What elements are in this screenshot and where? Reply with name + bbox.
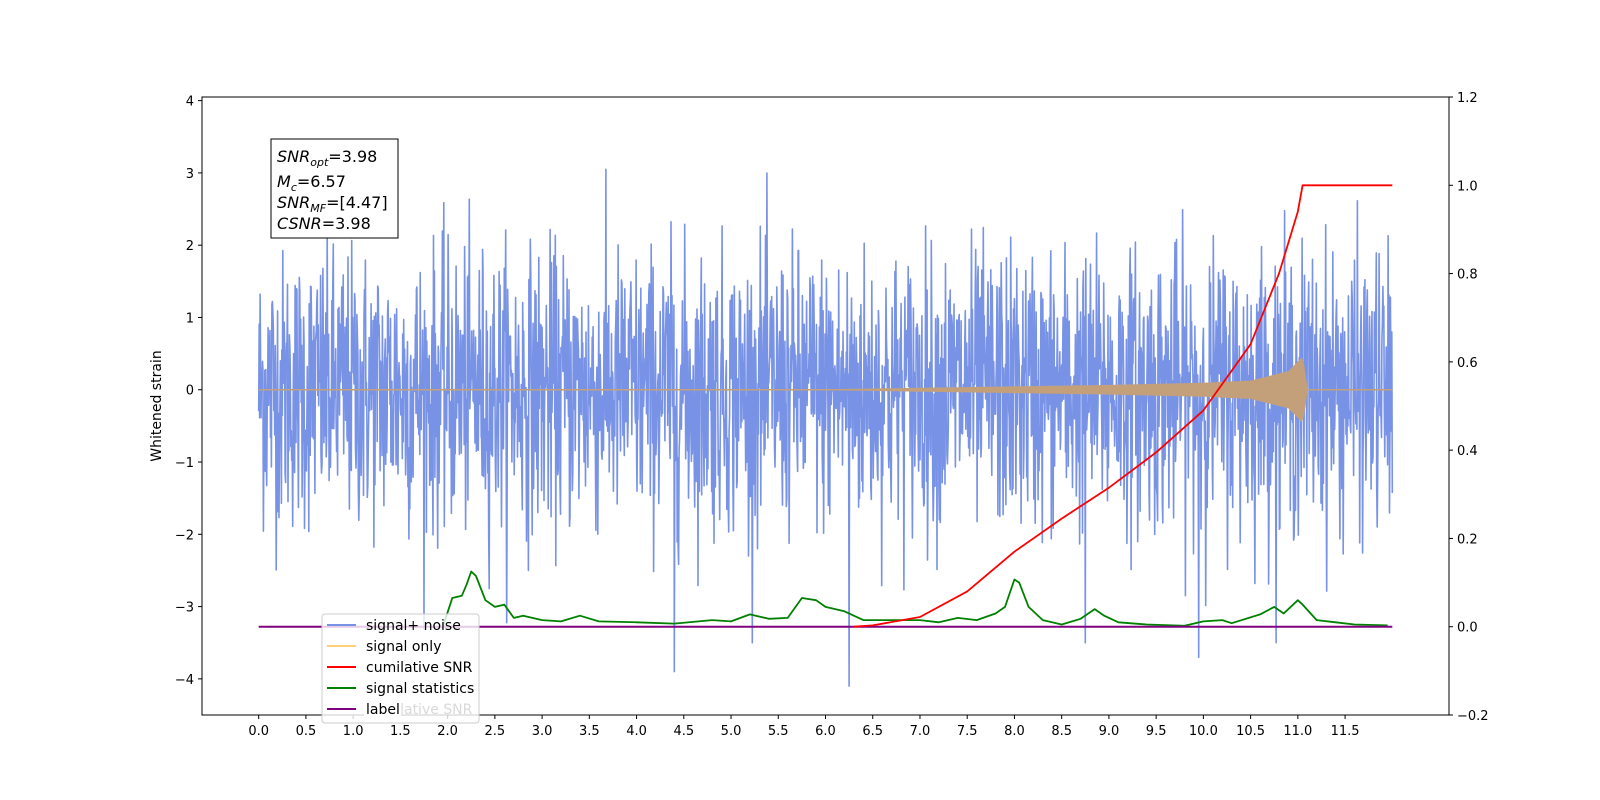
x-tick-label: 11.5 xyxy=(1331,724,1360,739)
x-axis: 0.0 0.5 1.0 1.5 2.0 2.5 3.0 3.5 4.0 4.5 5.0 5.5 6.0 6… xyxy=(248,715,1360,739)
x-tick-label: 4.0 xyxy=(626,724,647,739)
legend-label-signal-statistics: signal statistics xyxy=(366,681,474,697)
legend-label-label: label xyxy=(366,702,400,718)
x-tick-label: 0.5 xyxy=(296,724,317,739)
y-tick-label: −2 xyxy=(175,528,194,543)
x-tick-label: 4.5 xyxy=(673,724,694,739)
y-tick-label: 4 xyxy=(186,95,194,110)
cumilative-snr-line xyxy=(853,184,1393,628)
y-tick-label: −3 xyxy=(175,601,194,616)
stats-snr-mf: SNRMF=[4.47] xyxy=(277,193,388,215)
series-signal-statistics xyxy=(442,570,1388,627)
legend-label-signal-only: signal only xyxy=(366,639,441,655)
x-tick-label: 1.5 xyxy=(390,724,411,739)
signal-statistics-line xyxy=(442,570,1388,627)
x-tick-label: 7.0 xyxy=(910,724,931,739)
x-tick-label: 8.5 xyxy=(1051,724,1072,739)
legend-frame xyxy=(321,613,480,724)
x-tick-label: 6.5 xyxy=(862,724,883,739)
stats-box: SNRopt=3.98 Mc=6.57 SNRMF=[4.47] CSNR=3.… xyxy=(270,138,399,239)
legend-label-signal-plus-noise: signal+ noise xyxy=(366,618,461,634)
y2-tick-label: 0.2 xyxy=(1457,532,1478,547)
x-tick-label: 11.0 xyxy=(1283,724,1312,739)
stats-mc: Mc=6.57 xyxy=(277,172,346,194)
x-tick-label: 0.0 xyxy=(248,724,269,739)
series-cumilative-snr xyxy=(853,184,1393,628)
y-axis-label: Whitened strain xyxy=(149,350,165,461)
x-tick-label: 7.5 xyxy=(957,724,978,739)
legend: signal+ noise signal only cumilative SNR… xyxy=(321,613,480,724)
x-tick-label: 8.0 xyxy=(1004,724,1025,739)
y-axis-right: 1.2 1.0 0.8 0.6 0.4 0.2 0.0 −0.2 xyxy=(1449,91,1489,724)
y2-tick-label: 0.4 xyxy=(1457,444,1478,459)
x-tick-label: 3.0 xyxy=(532,724,553,739)
x-tick-label: 2.0 xyxy=(437,724,458,739)
y2-tick-label: 0.6 xyxy=(1457,356,1478,371)
y-tick-label: 2 xyxy=(186,239,194,254)
x-tick-label: 5.0 xyxy=(721,724,742,739)
stats-csnr: CSNR=3.98 xyxy=(277,214,371,233)
x-tick-label: 2.5 xyxy=(485,724,506,739)
y2-tick-label: 1.0 xyxy=(1457,179,1478,194)
x-tick-label: 9.5 xyxy=(1146,724,1167,739)
series-signal-only xyxy=(258,357,1393,423)
y-tick-label: −4 xyxy=(175,673,194,688)
y-tick-label: 1 xyxy=(186,311,194,326)
x-tick-label: 3.5 xyxy=(579,724,600,739)
x-tick-label: 5.5 xyxy=(768,724,789,739)
y2-tick-label: 0.0 xyxy=(1457,621,1478,636)
legend-label-bg xyxy=(364,700,401,719)
stats-box-frame xyxy=(270,138,399,239)
y2-tick-label: 0.8 xyxy=(1457,268,1478,283)
x-tick-label: 9.0 xyxy=(1099,724,1120,739)
y-axis-left: 4 3 2 1 0 −1 −2 −3 −4 xyxy=(175,95,202,688)
x-tick-label: 10.5 xyxy=(1236,724,1265,739)
x-tick-label: 6.0 xyxy=(815,724,836,739)
y-tick-label: −1 xyxy=(175,456,194,471)
x-tick-label: 10.0 xyxy=(1189,724,1218,739)
y2-tick-label: −0.2 xyxy=(1457,709,1489,724)
stats-snr-opt: SNRopt=3.98 xyxy=(277,147,377,169)
signal-plus-noise-line xyxy=(257,168,1394,687)
legend-label-cumilative-snr: cumilative SNR xyxy=(366,660,473,676)
y-tick-label: 0 xyxy=(186,384,194,399)
y2-tick-label: 1.2 xyxy=(1457,91,1478,106)
series-signal-plus-noise xyxy=(257,168,1394,687)
y-tick-label: 3 xyxy=(186,167,194,182)
x-tick-label: 1.0 xyxy=(343,724,364,739)
